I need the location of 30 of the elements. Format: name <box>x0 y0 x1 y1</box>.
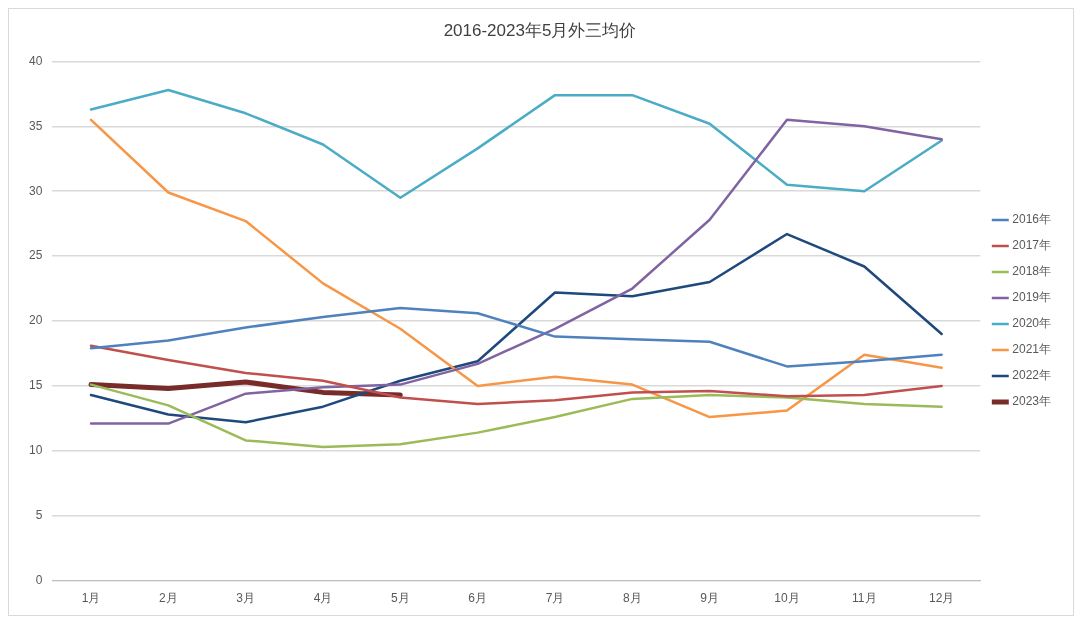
legend-label: 2018年 <box>1012 264 1052 279</box>
y-tick-label: 5 <box>35 508 43 523</box>
legend-label: 2020年 <box>1012 316 1052 331</box>
chart-title: 2016-2023年5月外三均价 <box>443 20 637 40</box>
x-tick-label: 7月 <box>545 591 565 606</box>
x-tick-label: 3月 <box>236 591 256 606</box>
y-tick-label: 40 <box>28 53 43 68</box>
x-tick-label: 8月 <box>622 591 642 606</box>
x-tick-label: 10月 <box>774 591 800 606</box>
y-tick-label: 10 <box>28 443 43 458</box>
legend-label: 2019年 <box>1012 290 1052 305</box>
x-tick-label: 4月 <box>313 591 333 606</box>
x-tick-label: 11月 <box>852 591 877 606</box>
x-tick-label: 12月 <box>928 591 955 606</box>
x-tick-label: 5月 <box>390 591 410 606</box>
x-tick-label: 1月 <box>81 591 101 606</box>
y-tick-label: 15 <box>28 378 43 393</box>
y-tick-label: 0 <box>35 572 43 587</box>
x-tick-label: 6月 <box>468 591 488 606</box>
y-tick-label: 30 <box>28 183 43 198</box>
y-tick-label: 35 <box>28 118 43 133</box>
legend-label: 2021年 <box>1012 342 1052 357</box>
y-tick-label: 20 <box>28 313 43 328</box>
y-tick-label: 25 <box>28 248 43 263</box>
legend-label: 2023年 <box>1012 394 1052 409</box>
legend-label: 2022年 <box>1012 368 1052 383</box>
legend-label: 2016年 <box>1012 212 1052 227</box>
x-tick-label: 9月 <box>700 591 719 606</box>
legend-label: 2017年 <box>1012 238 1052 253</box>
x-tick-label: 2月 <box>159 591 178 606</box>
